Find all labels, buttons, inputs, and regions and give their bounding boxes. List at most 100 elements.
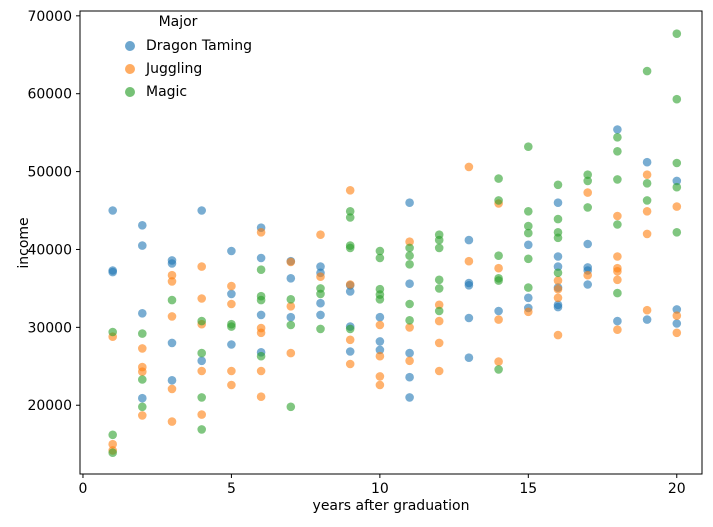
scatter-point-magic <box>227 322 236 331</box>
juggling-marker-icon <box>125 63 135 74</box>
scatter-point-juggling <box>138 411 147 420</box>
scatter-point-juggling <box>345 280 355 289</box>
scatter-point-juggling <box>583 188 592 197</box>
scatter-point-dragon-taming <box>553 302 563 312</box>
scatter-point-magic <box>375 253 385 263</box>
scatter-point-magic <box>345 324 355 334</box>
scatter-point-juggling <box>405 356 414 366</box>
scatter-point-juggling <box>642 207 652 216</box>
scatter-point-magic <box>613 288 622 298</box>
scatter-point-dragon-taming <box>375 337 385 346</box>
scatter-point-juggling <box>494 315 503 324</box>
scatter-point-magic <box>672 228 682 237</box>
scatter-point-magic <box>375 246 385 256</box>
scatter-point-magic <box>494 196 503 205</box>
scatter-point-juggling <box>613 325 622 335</box>
scatter-point-juggling <box>108 439 117 449</box>
scatter-point-magic <box>345 213 355 222</box>
scatter-point-magic <box>494 251 503 260</box>
scatter-point-juggling <box>375 351 385 361</box>
scatter-point-dragon-taming <box>256 310 266 320</box>
scatter-point-dragon-taming <box>108 206 117 215</box>
scatter-point-magic <box>494 365 503 374</box>
scatter-point-juggling <box>583 270 592 280</box>
scatter-point-dragon-taming <box>375 312 385 322</box>
x-tick-label: 15 <box>519 481 537 497</box>
scatter-point-dragon-taming <box>345 347 355 356</box>
scatter-point-magic <box>405 251 414 260</box>
x-tick-label: 5 <box>227 481 236 497</box>
scatter-point-dragon-taming <box>464 281 474 290</box>
scatter-point-juggling <box>227 299 236 309</box>
scatter-point-juggling <box>405 237 414 246</box>
scatter-point-magic <box>256 295 266 305</box>
x-axis-label: years after graduation <box>312 498 470 514</box>
scatter-point-magic <box>672 94 682 104</box>
scatter-point-magic <box>434 284 444 293</box>
y-tick-label: 40000 <box>27 242 72 258</box>
scatter-point-juggling <box>286 348 296 358</box>
scatter-point-magic <box>494 174 503 183</box>
scatter-point-juggling <box>286 302 296 311</box>
scatter-point-juggling <box>613 267 622 276</box>
scatter-point-dragon-taming <box>553 198 563 207</box>
scatter-point-magic <box>524 207 533 216</box>
magic-marker-icon <box>125 86 135 97</box>
scatter-point-dragon-taming <box>197 356 206 366</box>
scatter-point-dragon-taming <box>613 125 622 134</box>
scatter-point-juggling <box>375 380 385 390</box>
scatter-point-magic <box>405 316 414 325</box>
scatter-point-juggling <box>642 229 652 239</box>
scatter-point-dragon-taming <box>345 287 355 296</box>
scatter-point-juggling <box>197 410 206 419</box>
y-axis-label: income <box>16 217 32 269</box>
y-tick-label: 70000 <box>27 9 72 25</box>
scatter-point-dragon-taming <box>583 280 592 289</box>
legend-label: Juggling <box>146 60 203 77</box>
scatter-point-magic <box>434 243 444 253</box>
scatter-point-juggling <box>642 170 652 179</box>
scatter-point-magic <box>583 170 592 179</box>
scatter-point-juggling <box>256 392 266 402</box>
scatter-point-magic <box>345 207 355 216</box>
scatter-point-juggling <box>375 320 385 330</box>
scatter-point-magic <box>672 182 682 192</box>
y-tick-label: 20000 <box>27 398 72 414</box>
scatter-point-dragon-taming <box>494 306 503 316</box>
scatter-point-juggling <box>613 252 622 261</box>
scatter-point-juggling <box>227 281 236 291</box>
scatter-point-juggling <box>553 293 563 303</box>
scatter-point-magic <box>197 393 206 402</box>
scatter-point-juggling <box>256 228 266 237</box>
legend-label: Dragon Taming <box>146 37 252 54</box>
legend-item-juggling: Juggling <box>118 57 268 80</box>
scatter-point-dragon-taming <box>405 279 414 289</box>
scatter-point-juggling <box>167 277 177 286</box>
scatter-point-juggling <box>553 284 563 294</box>
scatter-point-juggling <box>494 263 503 273</box>
scatter-point-juggling <box>524 307 533 317</box>
scatter-point-magic <box>316 324 325 334</box>
scatter-point-juggling <box>672 328 682 338</box>
scatter-point-magic <box>167 295 177 305</box>
scatter-point-magic <box>138 329 147 338</box>
scatter-point-juggling <box>672 202 682 211</box>
legend-item-magic: Magic <box>118 80 268 103</box>
scatter-point-juggling <box>405 323 414 332</box>
scatter-point-dragon-taming <box>227 340 236 349</box>
scatter-point-juggling <box>494 357 503 366</box>
scatter-point-magic <box>405 299 414 309</box>
scatter-point-dragon-taming <box>227 289 236 299</box>
series-magic <box>108 29 682 458</box>
scatter-point-juggling <box>613 211 622 221</box>
scatter-point-dragon-taming <box>227 246 236 256</box>
scatter-point-juggling <box>138 344 147 353</box>
scatter-point-magic <box>434 235 444 245</box>
scatter-point-juggling <box>197 294 206 303</box>
scatter-point-magic <box>524 254 533 264</box>
scatter-point-magic <box>286 320 296 330</box>
scatter-point-magic <box>553 180 563 190</box>
scatter-point-dragon-taming <box>138 309 147 318</box>
scatter-point-magic <box>583 176 592 186</box>
scatter-point-juggling <box>613 275 622 285</box>
